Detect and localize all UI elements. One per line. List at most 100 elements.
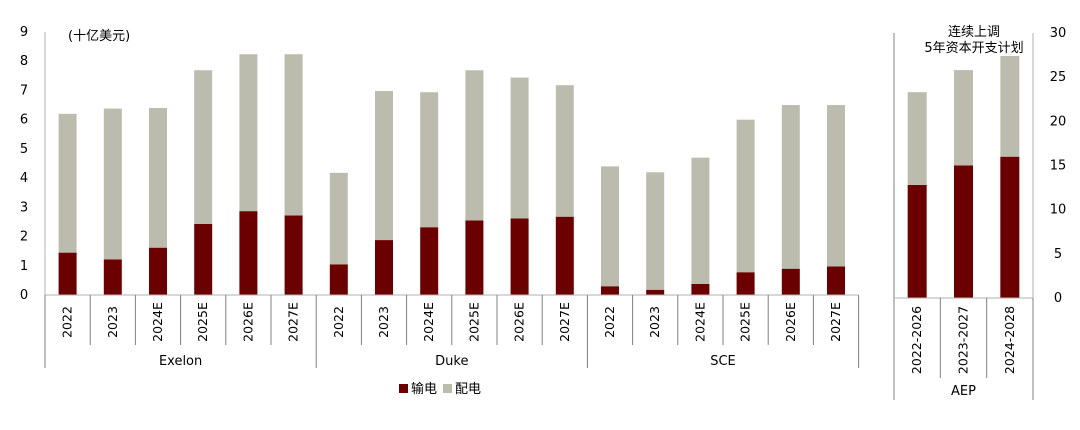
x-category-label: 2024E: [421, 302, 436, 342]
legend-label-distribution: 配电: [455, 382, 481, 397]
right-y-tick-label: 30: [1050, 26, 1067, 41]
bar-transmission-Duke-2022: [329, 264, 348, 295]
bar-transmission-SCE-2024E: [691, 283, 710, 295]
bar-distribution-aep-2023-2027: [954, 70, 973, 166]
bar-distribution-SCE-2026E: [781, 105, 800, 269]
left-y-tick-label: 4: [20, 171, 28, 186]
group-label-exelon: Exelon: [159, 354, 202, 369]
aep-title-line-2: 5年资本开支计划: [924, 41, 1023, 56]
left-y-tick-label: 5: [20, 142, 28, 157]
left-y-tick-label: 9: [20, 25, 28, 40]
left-y-tick-label: 8: [20, 54, 28, 69]
bar-transmission-Duke-2023: [375, 240, 393, 295]
bar-distribution-Duke-2024E: [420, 92, 439, 228]
x-category-label: 2025E: [466, 302, 481, 342]
bar-distribution-SCE-2027E: [827, 105, 845, 267]
bar-distribution-aep-2022-2026: [907, 92, 927, 185]
right-x-axis: 2022-2026 2023-2027 2024-2028 AEP: [893, 33, 1034, 400]
bar-distribution-SCE-2025E: [736, 119, 755, 273]
bar-transmission-SCE-2022: [601, 286, 619, 295]
bar-transmission-aep-2024-2028: [1000, 156, 1020, 298]
bar-transmission-aep-2022-2026: [907, 184, 927, 298]
x-category-label: 2023: [647, 306, 662, 338]
bar-transmission-Exelon-2022: [58, 252, 77, 295]
unit-label: (十亿美元): [68, 29, 130, 44]
bar-transmission-Exelon-2026E: [239, 211, 258, 295]
bar-distribution-Exelon-2025E: [194, 70, 213, 224]
right-bars: [907, 55, 1020, 298]
left-y-tick-label: 7: [20, 83, 28, 98]
x-category-label: 2024E: [150, 302, 165, 342]
x-category-label: 2023: [105, 306, 120, 338]
bar-distribution-Duke-2027E: [555, 85, 574, 217]
right-y-tick-label: 20: [1050, 114, 1067, 129]
left-bars: [58, 54, 845, 295]
group-label-duke: Duke: [435, 354, 468, 369]
bar-distribution-Exelon-2023: [103, 108, 122, 260]
right-y-tick-label: 25: [1050, 70, 1067, 85]
bar-distribution-Duke-2026E: [510, 77, 529, 219]
bar-distribution-SCE-2022: [601, 166, 619, 287]
x-category-label: 2024E: [692, 302, 707, 342]
bar-transmission-Exelon-2025E: [194, 223, 213, 295]
x-category-label: 2023: [376, 306, 391, 338]
bar-distribution-Exelon-2024E: [149, 107, 167, 248]
bar-transmission-Duke-2026E: [510, 218, 529, 295]
bar-distribution-SCE-2024E: [691, 157, 710, 284]
bar-distribution-SCE-2023: [646, 172, 665, 290]
bar-distribution-Duke-2023: [375, 91, 393, 241]
bar-distribution-Exelon-2027E: [284, 54, 303, 216]
bar-distribution-Exelon-2026E: [239, 54, 258, 212]
bar-transmission-SCE-2026E: [781, 268, 800, 295]
bar-transmission-Exelon-2027E: [284, 215, 303, 295]
bar-transmission-Duke-2027E: [555, 216, 574, 295]
left-y-tick-label: 1: [20, 259, 28, 274]
bar-transmission-Exelon-2023: [103, 259, 122, 295]
legend-label-transmission: 输电: [411, 381, 437, 397]
bar-distribution-Duke-2022: [329, 172, 348, 265]
x-category-label: 2026E: [512, 302, 527, 342]
bar-distribution-Duke-2025E: [465, 70, 484, 221]
x-category-label: 2026E: [240, 302, 255, 342]
left-y-tick-label: 2: [20, 230, 28, 245]
aep-title-line-1: 连续上调: [948, 24, 1000, 40]
bar-transmission-Exelon-2024E: [149, 247, 167, 295]
right-y-tick-label: 15: [1050, 159, 1067, 174]
left-y-axis: 0 1 2 3 4 5 6 7 8 9: [20, 25, 46, 303]
x-category-label: 2022-2026: [909, 306, 924, 374]
bar-transmission-SCE-2025E: [736, 272, 755, 295]
x-category-label: 2024-2028: [1002, 306, 1017, 374]
bar-transmission-SCE-2023: [646, 289, 665, 295]
x-category-label: 2026E: [783, 302, 798, 342]
x-category-label: 2023-2027: [956, 306, 971, 374]
left-y-tick-label: 3: [20, 200, 28, 215]
x-category-label: 2025E: [195, 302, 210, 342]
legend-swatch-distribution: [443, 384, 452, 393]
x-category-label: 2022: [331, 306, 346, 338]
left-x-axis: 2022 2023 2024E 2025E 2026E 2027E Exelon 2022 20…: [44, 294, 860, 369]
group-label-sce: SCE: [710, 354, 736, 369]
right-chart-panel: 连续上调 5年资本开支计划 0 5 10 15 20 25 30 2022-2026 2023…: [893, 24, 1067, 400]
bar-distribution-Exelon-2022: [58, 113, 77, 253]
x-category-label: 2022: [60, 306, 75, 338]
right-y-tick-label: 0: [1054, 291, 1062, 306]
left-y-tick-label: 0: [20, 288, 28, 303]
bar-transmission-Duke-2025E: [465, 220, 484, 295]
legend-swatch-transmission: [399, 384, 408, 393]
bar-transmission-aep-2023-2027: [954, 165, 973, 298]
right-y-tick-label: 5: [1054, 247, 1062, 262]
right-y-tick-label: 10: [1050, 203, 1067, 218]
x-category-label: 2027E: [557, 302, 572, 342]
x-category-label: 2027E: [828, 302, 843, 342]
left-y-tick-label: 6: [20, 113, 28, 128]
group-label-aep: AEP: [951, 384, 976, 399]
right-y-axis: 0 5 10 15 20 25 30: [1032, 26, 1067, 306]
left-chart-panel: (十亿美元) 0 1 2 3 4 5 6 7 8 9 2022 2023 2024E 2025E 2026…: [20, 25, 860, 369]
x-category-label: 2025E: [738, 302, 753, 342]
bar-transmission-Duke-2024E: [420, 227, 439, 295]
legend: 输电 配电: [399, 381, 481, 397]
bar-transmission-SCE-2027E: [827, 266, 845, 295]
x-category-label: 2027E: [286, 302, 301, 342]
bar-distribution-aep-2024-2028: [1000, 55, 1020, 157]
